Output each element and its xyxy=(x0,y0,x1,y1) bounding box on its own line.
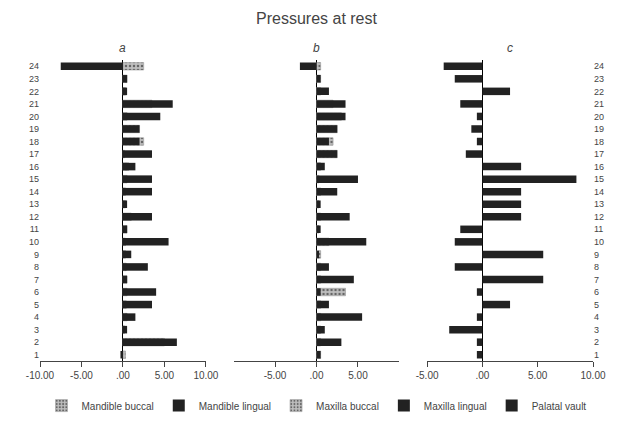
svg-text:6: 6 xyxy=(594,287,599,297)
svg-text:a: a xyxy=(119,41,126,55)
svg-text:.00: .00 xyxy=(116,370,130,381)
svg-text:Mandible buccal: Mandible buccal xyxy=(82,401,154,412)
svg-text:23: 23 xyxy=(594,74,604,84)
svg-text:10: 10 xyxy=(29,237,39,247)
svg-text:7: 7 xyxy=(594,275,599,285)
svg-text:-5.00: -5.00 xyxy=(264,370,287,381)
svg-text:15: 15 xyxy=(594,174,604,184)
svg-text:Palatal vault: Palatal vault xyxy=(532,401,587,412)
svg-text:24: 24 xyxy=(594,61,604,71)
svg-text:19: 19 xyxy=(29,124,39,134)
svg-text:10: 10 xyxy=(594,237,604,247)
svg-text:-10.00: -10.00 xyxy=(26,370,55,381)
svg-text:13: 13 xyxy=(594,199,604,209)
svg-text:17: 17 xyxy=(29,149,39,159)
svg-text:11: 11 xyxy=(594,224,603,234)
svg-text:22: 22 xyxy=(29,87,39,97)
svg-text:14: 14 xyxy=(29,187,39,197)
svg-text:c: c xyxy=(507,41,513,55)
svg-text:Maxilla buccal: Maxilla buccal xyxy=(316,401,379,412)
svg-text:b: b xyxy=(313,41,320,55)
svg-text:6: 6 xyxy=(34,287,39,297)
svg-text:22: 22 xyxy=(594,87,604,97)
svg-text:.00: .00 xyxy=(475,370,489,381)
svg-text:1: 1 xyxy=(34,350,39,360)
svg-text:8: 8 xyxy=(34,262,39,272)
svg-text:5.00: 5.00 xyxy=(348,370,368,381)
svg-text:15: 15 xyxy=(29,174,39,184)
svg-text:20: 20 xyxy=(29,112,39,122)
svg-text:18: 18 xyxy=(29,137,39,147)
svg-text:Maxilla lingual: Maxilla lingual xyxy=(424,401,487,412)
svg-text:5: 5 xyxy=(34,300,39,310)
svg-text:19: 19 xyxy=(594,124,604,134)
svg-text:16: 16 xyxy=(594,162,604,172)
svg-text:-5.00: -5.00 xyxy=(416,370,439,381)
svg-text:18: 18 xyxy=(594,137,604,147)
svg-text:5.00: 5.00 xyxy=(528,370,548,381)
svg-text:1: 1 xyxy=(594,350,599,360)
svg-text:12: 12 xyxy=(29,212,39,222)
svg-text:4: 4 xyxy=(594,312,599,322)
svg-text:12: 12 xyxy=(594,212,604,222)
svg-text:21: 21 xyxy=(29,99,39,109)
svg-text:14: 14 xyxy=(594,187,604,197)
svg-text:8: 8 xyxy=(594,262,599,272)
svg-text:2: 2 xyxy=(594,337,599,347)
svg-text:21: 21 xyxy=(594,99,604,109)
svg-text:17: 17 xyxy=(594,149,604,159)
svg-text:-5.00: -5.00 xyxy=(70,370,93,381)
svg-text:5: 5 xyxy=(594,300,599,310)
svg-text:2: 2 xyxy=(34,337,39,347)
svg-text:.00: .00 xyxy=(310,370,324,381)
svg-text:10.00: 10.00 xyxy=(193,370,218,381)
svg-text:Mandible lingual: Mandible lingual xyxy=(199,401,271,412)
svg-text:16: 16 xyxy=(29,162,39,172)
svg-text:10.00: 10.00 xyxy=(580,370,605,381)
svg-text:20: 20 xyxy=(594,112,604,122)
svg-text:9: 9 xyxy=(34,250,39,260)
svg-text:3: 3 xyxy=(594,325,599,335)
svg-text:Pressures at rest: Pressures at rest xyxy=(256,10,377,27)
svg-text:24: 24 xyxy=(29,61,39,71)
svg-text:9: 9 xyxy=(594,250,599,260)
svg-text:4: 4 xyxy=(34,312,39,322)
svg-text:5.00: 5.00 xyxy=(155,370,175,381)
svg-text:3: 3 xyxy=(34,325,39,335)
svg-text:7: 7 xyxy=(34,275,39,285)
svg-text:13: 13 xyxy=(29,199,39,209)
svg-text:11: 11 xyxy=(30,224,39,234)
svg-text:23: 23 xyxy=(29,74,39,84)
